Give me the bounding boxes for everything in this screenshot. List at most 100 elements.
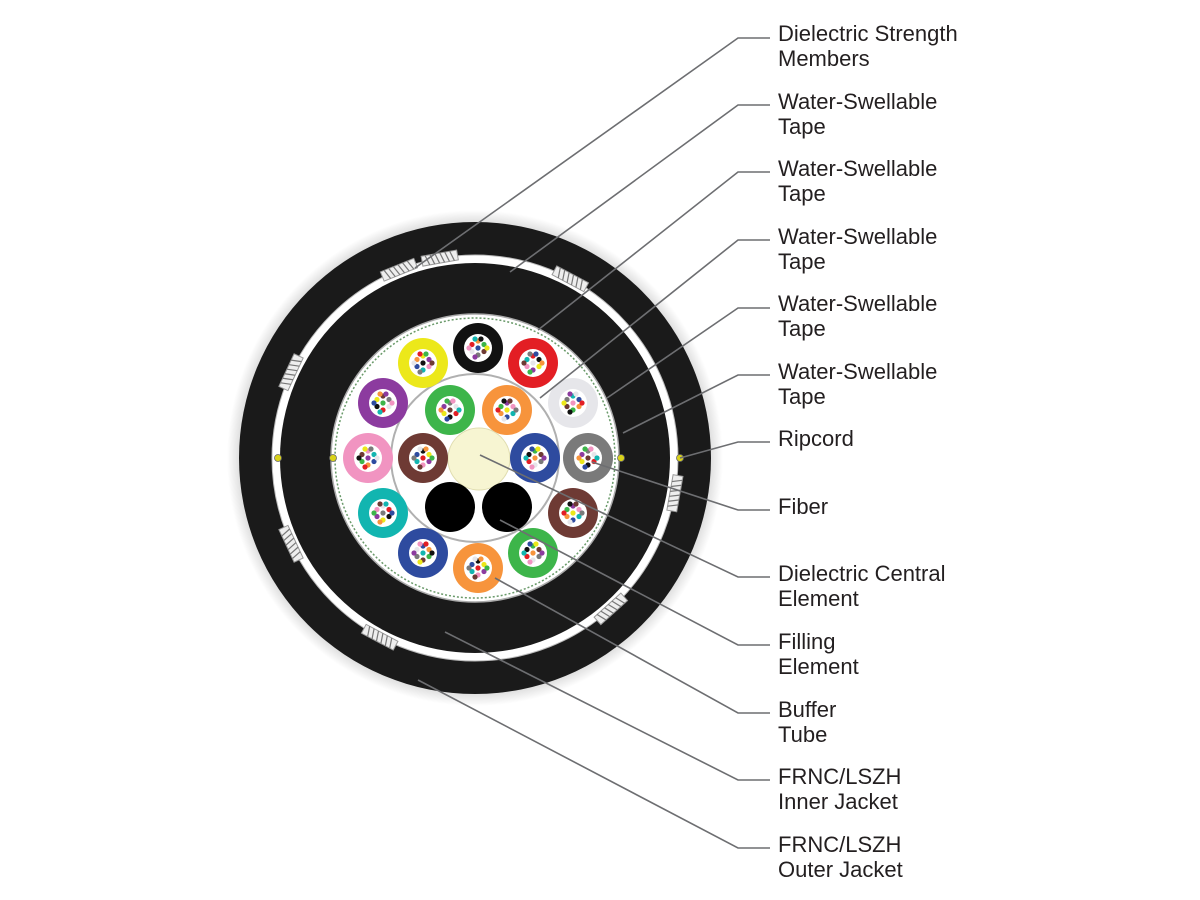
fiber	[498, 403, 504, 410]
fiber	[579, 458, 585, 465]
fiber	[441, 410, 447, 417]
fiber	[472, 574, 478, 580]
fiber	[536, 363, 542, 370]
fiber	[359, 458, 365, 465]
buffer-tube	[453, 323, 503, 373]
fiber	[527, 351, 533, 357]
fiber	[362, 464, 368, 470]
fiber	[504, 407, 510, 413]
leader-line	[414, 37, 770, 269]
fiber	[469, 568, 475, 575]
fiber	[526, 451, 532, 458]
fiber	[527, 559, 533, 565]
ripcord	[274, 454, 282, 462]
fiber	[521, 550, 527, 556]
fiber	[386, 403, 392, 410]
fiber	[414, 363, 420, 370]
fiber	[411, 455, 417, 461]
fiber	[466, 565, 472, 571]
fiber	[371, 458, 377, 465]
fiber	[414, 451, 420, 458]
fiber	[576, 455, 582, 461]
fiber	[481, 348, 487, 355]
fiber	[423, 446, 429, 452]
fiber	[561, 400, 567, 406]
fiber	[417, 351, 423, 357]
fiber	[570, 400, 576, 406]
fiber	[374, 455, 380, 461]
label-water-swellable-tape-4: Water-Swellable Tape	[778, 291, 937, 341]
buffer-tube	[482, 385, 532, 435]
fiber	[472, 354, 478, 360]
fiber	[380, 510, 386, 516]
fiber	[539, 360, 545, 366]
filling-element	[425, 482, 475, 532]
fiber	[420, 550, 426, 556]
fiber	[426, 458, 432, 465]
fiber	[383, 391, 389, 397]
fiber	[532, 455, 538, 461]
fiber	[582, 464, 588, 470]
buffer-tube	[453, 543, 503, 593]
fiber	[579, 400, 585, 406]
fiber	[380, 400, 386, 406]
fiber	[533, 541, 539, 547]
fiber	[567, 501, 573, 507]
buffer-tube	[358, 488, 408, 538]
fiber	[567, 409, 573, 415]
fiber	[423, 351, 429, 357]
fiber	[524, 553, 530, 560]
label-outer-jacket: FRNC/LSZH Outer Jacket	[778, 832, 903, 882]
fiber	[472, 336, 478, 342]
cable-cross-section	[227, 210, 723, 706]
fiber	[541, 455, 547, 461]
fiber	[386, 513, 392, 520]
fiber	[529, 464, 535, 470]
fiber	[582, 446, 588, 452]
fiber	[438, 407, 444, 413]
fiber	[573, 501, 579, 507]
fiber	[356, 455, 362, 461]
fiber	[453, 410, 459, 417]
fiber	[386, 506, 392, 513]
fiber	[576, 506, 582, 513]
dielectric-strength-member	[551, 265, 590, 293]
label-water-swellable-tape-1: Water-Swellable Tape	[778, 89, 937, 139]
label-water-swellable-tape-2: Water-Swellable Tape	[778, 156, 937, 206]
fiber	[374, 403, 380, 410]
fiber	[362, 446, 368, 452]
label-filling-element: Filling Element	[778, 629, 859, 679]
buffer-tube	[548, 378, 598, 428]
ripcord	[617, 454, 625, 462]
fiber	[426, 363, 432, 370]
label-buffer-tube: Buffer Tube	[778, 697, 836, 747]
leader-line	[539, 239, 770, 399]
dielectric-strength-member	[593, 592, 629, 626]
fiber	[529, 446, 535, 452]
fiber	[513, 407, 519, 413]
label-dielectric-strength-members: Dielectric Strength Members	[778, 21, 958, 71]
buffer-tube	[358, 378, 408, 428]
fiber	[368, 446, 374, 452]
fiber	[475, 345, 481, 351]
fiber	[429, 360, 435, 366]
fiber	[481, 568, 487, 575]
buffer-tube	[398, 433, 448, 483]
fiber	[530, 550, 536, 556]
label-dielectric-central-element: Dielectric Central Element	[778, 561, 946, 611]
fiber	[510, 403, 516, 410]
fiber	[417, 369, 423, 375]
fiber	[527, 541, 533, 547]
fiber	[564, 506, 570, 513]
fiber	[374, 513, 380, 520]
fiber	[389, 510, 395, 516]
leader-line	[499, 519, 770, 646]
dielectric-strength-member	[666, 474, 684, 513]
fiber	[579, 451, 585, 458]
fiber	[484, 565, 490, 571]
fiber	[591, 451, 597, 458]
fiber	[561, 510, 567, 516]
fiber	[411, 550, 417, 556]
fiber	[426, 553, 432, 560]
fiber	[478, 556, 484, 562]
